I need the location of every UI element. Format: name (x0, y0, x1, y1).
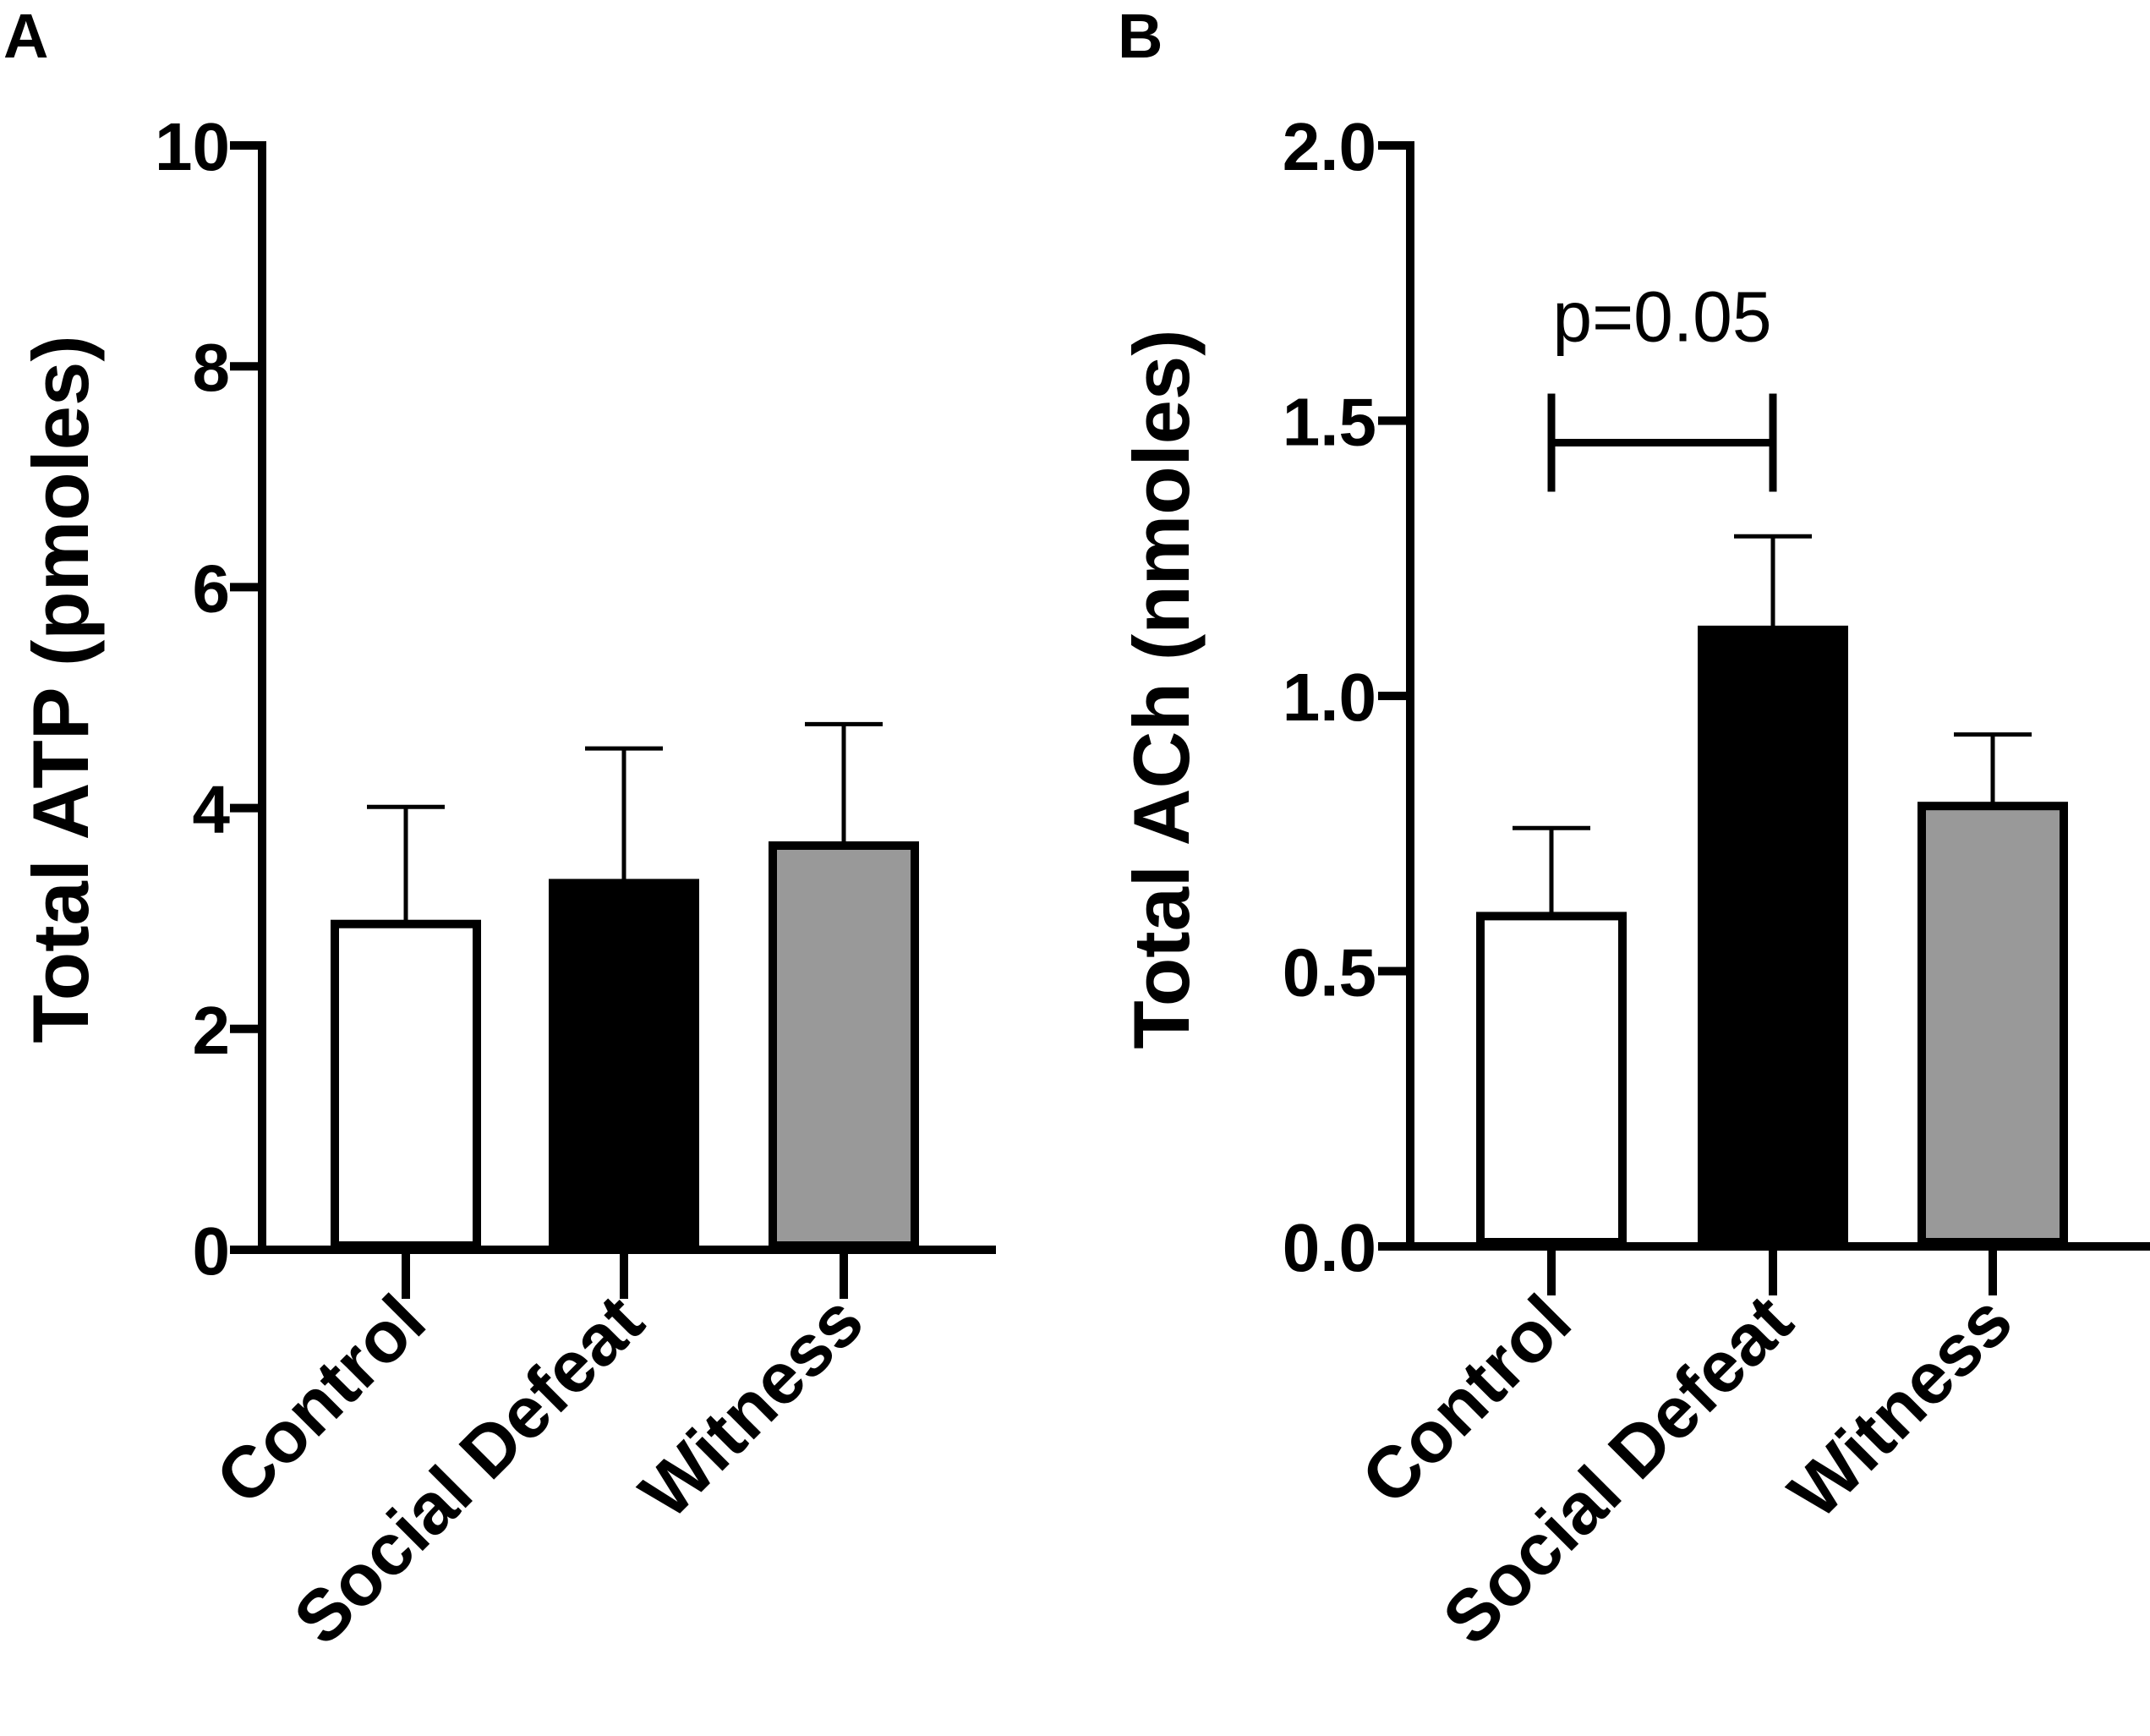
panel-b-y-axis-title: Total ACh (nmoles) (1117, 329, 1206, 1049)
panel-b-y-tick-label: 1.0 (1283, 660, 1376, 735)
panel-b-annotations: p=0.05 (1547, 277, 1777, 492)
panel-a-bar-control (331, 919, 481, 1250)
panel-b-y-tick-label: 0.0 (1283, 1210, 1376, 1285)
panel-b-y-tick-label: 0.5 (1283, 935, 1376, 1010)
panel-b-bar-witness (1917, 802, 2068, 1246)
panel-a-letter: A (3, 1, 48, 71)
panel-a-y-ticks: 0 2 4 6 8 10 (155, 109, 262, 1289)
panel-b-sig-label: p=0.05 (1552, 277, 1771, 357)
panel-a-y-tick-label: 6 (193, 550, 231, 626)
panel-a-bar-witness (769, 841, 919, 1251)
panel-a-bars (331, 721, 919, 1251)
panel-b-y-tick-label: 1.5 (1283, 385, 1376, 460)
panel-b-bar-social-defeat (1698, 625, 1848, 1246)
panel-b-bars (1476, 534, 2068, 1247)
panel-a-bar-social-defeat (549, 879, 699, 1250)
panel-b-y-tick-label: 2.0 (1283, 109, 1376, 184)
panel-b-bar-control (1476, 912, 1627, 1247)
panel-a-y-tick-label: 4 (193, 772, 231, 847)
panel-b-letter: B (1118, 1, 1163, 71)
panel-a-y-tick-label: 0 (193, 1213, 231, 1289)
panel-b-y-ticks: 0.0 0.5 1.0 1.5 2.0 (1283, 109, 1410, 1285)
panel-a-y-tick-label: 10 (155, 109, 230, 184)
panel-a-y-tick-label: 2 (193, 993, 231, 1068)
panel-a-y-tick-label: 8 (193, 330, 231, 405)
panel-a-y-axis-title: Total ATP (pmoles) (16, 335, 105, 1043)
